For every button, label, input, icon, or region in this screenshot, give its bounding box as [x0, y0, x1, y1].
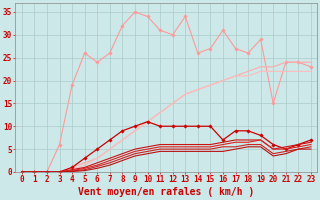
X-axis label: Vent moyen/en rafales ( km/h ): Vent moyen/en rafales ( km/h ): [78, 187, 254, 197]
